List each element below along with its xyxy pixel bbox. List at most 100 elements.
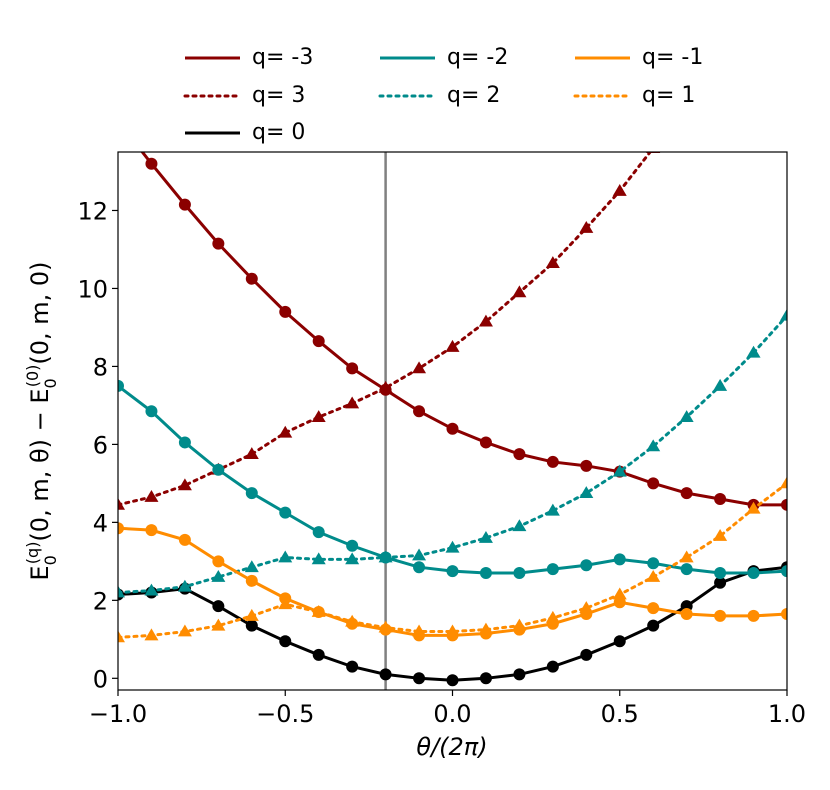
data-point bbox=[546, 563, 559, 576]
data-point bbox=[579, 221, 594, 233]
data-point bbox=[445, 624, 460, 637]
data-point bbox=[178, 436, 191, 449]
y-axis-label: E0(q)(0, m, θ) − E0(0)(0, m, 0) bbox=[23, 261, 60, 580]
y-axis-label-part: 0 bbox=[41, 378, 60, 388]
data-point bbox=[680, 607, 693, 620]
y-axis-label-part: 0 bbox=[41, 555, 60, 565]
series-line bbox=[140, 152, 787, 507]
data-point bbox=[580, 648, 593, 661]
data-point bbox=[478, 314, 493, 327]
data-point bbox=[714, 609, 727, 622]
data-point bbox=[378, 550, 393, 563]
data-point bbox=[311, 605, 326, 617]
data-point bbox=[144, 490, 159, 502]
data-point bbox=[378, 380, 393, 393]
data-point bbox=[512, 519, 527, 532]
data-point bbox=[412, 361, 427, 374]
data-point bbox=[780, 308, 787, 321]
data-point bbox=[781, 565, 787, 578]
data-point bbox=[446, 565, 459, 578]
plot-area bbox=[112, 5, 787, 690]
data-point bbox=[747, 567, 760, 580]
y-tick-label: 12 bbox=[77, 197, 108, 225]
data-point bbox=[145, 405, 158, 418]
data-point bbox=[714, 567, 727, 580]
data-point bbox=[445, 540, 460, 553]
data-point bbox=[679, 550, 694, 563]
y-axis-label-part: E bbox=[26, 565, 54, 580]
data-point bbox=[412, 624, 427, 637]
data-point bbox=[479, 436, 492, 449]
legend-label: q= 2 bbox=[447, 83, 500, 108]
data-point bbox=[545, 503, 560, 516]
data-point bbox=[311, 552, 326, 565]
data-point bbox=[513, 668, 526, 681]
data-point bbox=[781, 607, 787, 620]
data-point bbox=[512, 618, 527, 631]
data-point bbox=[713, 378, 728, 391]
data-point bbox=[118, 497, 125, 510]
data-point bbox=[312, 335, 325, 348]
data-point bbox=[279, 635, 292, 648]
data-point bbox=[580, 459, 593, 472]
data-point bbox=[346, 362, 359, 375]
data-point bbox=[680, 563, 693, 576]
x-tick-label: −0.5 bbox=[256, 700, 314, 728]
y-tick-label: 6 bbox=[93, 431, 108, 459]
data-point bbox=[145, 157, 158, 170]
data-point bbox=[612, 464, 627, 477]
data-point bbox=[613, 553, 626, 566]
data-point bbox=[178, 533, 191, 546]
data-point bbox=[312, 648, 325, 661]
data-point bbox=[212, 237, 225, 250]
y-tick-label: 0 bbox=[93, 665, 108, 693]
data-point bbox=[646, 569, 661, 582]
data-point bbox=[378, 620, 393, 633]
data-point bbox=[379, 668, 392, 681]
data-point bbox=[613, 635, 626, 648]
data-point bbox=[747, 5, 761, 17]
data-point bbox=[647, 477, 660, 490]
data-point bbox=[345, 614, 360, 627]
y-tick-label: 8 bbox=[93, 353, 108, 381]
y-axis-label-part: (q) bbox=[23, 542, 42, 565]
data-point bbox=[647, 619, 660, 632]
data-point bbox=[646, 439, 661, 452]
data-point bbox=[746, 501, 761, 514]
data-point bbox=[545, 610, 560, 623]
data-point bbox=[212, 600, 225, 613]
data-point bbox=[478, 530, 493, 543]
data-point bbox=[279, 305, 292, 318]
data-point bbox=[679, 410, 694, 423]
legend-label: q= -3 bbox=[252, 45, 313, 70]
data-point bbox=[780, 476, 787, 489]
data-point bbox=[346, 539, 359, 552]
data-point bbox=[244, 608, 259, 621]
legend-label: q= -1 bbox=[642, 45, 703, 70]
y-axis-label-part: (0, m, 0) bbox=[26, 261, 54, 364]
data-point bbox=[479, 567, 492, 580]
data-point bbox=[144, 628, 159, 641]
data-point bbox=[112, 115, 124, 127]
data-point bbox=[413, 561, 426, 574]
y-tick-label: 10 bbox=[77, 275, 108, 303]
data-point bbox=[345, 396, 360, 409]
y-axis-label-part: (0, m, θ) − E bbox=[26, 388, 54, 541]
data-point bbox=[311, 410, 326, 423]
data-point bbox=[446, 422, 459, 435]
x-tick-label: −1.0 bbox=[89, 700, 147, 728]
legend-label: q= 0 bbox=[252, 120, 305, 145]
data-point bbox=[445, 339, 460, 352]
data-point bbox=[646, 152, 661, 154]
data-point bbox=[118, 630, 125, 643]
x-tick-label: 0.0 bbox=[433, 700, 471, 728]
y-axis-label-part: (0) bbox=[23, 365, 42, 388]
data-point bbox=[244, 447, 259, 460]
data-point bbox=[312, 526, 325, 539]
data-point bbox=[278, 550, 293, 563]
x-tick-label: 1.0 bbox=[768, 700, 806, 728]
data-point bbox=[245, 574, 258, 587]
data-point bbox=[714, 576, 727, 589]
data-point bbox=[478, 622, 493, 635]
